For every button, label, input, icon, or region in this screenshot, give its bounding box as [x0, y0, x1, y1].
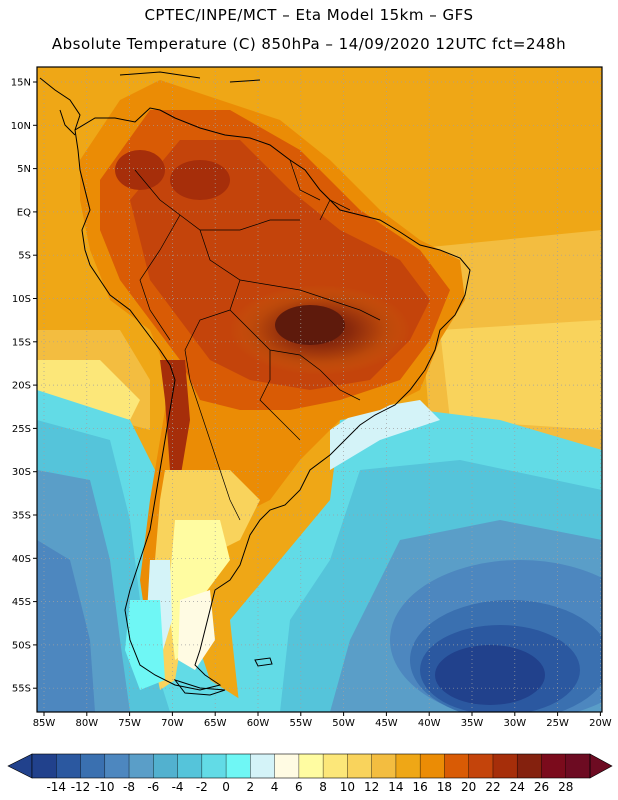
colorbar-tick-label: -14: [46, 780, 66, 794]
lon-tick-label: 35W: [461, 718, 484, 729]
colorbar-swatch: [371, 754, 397, 778]
colorbar-swatch: [347, 754, 372, 778]
lat-tick-label: 10S: [12, 294, 31, 305]
colorbar-swatch: [153, 754, 178, 778]
lon-tick-label: 80W: [75, 718, 98, 729]
lat-tick-label: 10N: [11, 121, 31, 132]
colorbar-tick-label: 0: [222, 780, 230, 794]
falklands: [254, 657, 273, 667]
latitude-labels: 15N 10N 5N EQ 5S 10S 15S 20S 25S 30S 35S 40S 45S 50S 5…: [11, 78, 37, 695]
temperature-field: [37, 67, 602, 712]
colorbar-swatch: [226, 754, 251, 778]
colorbar-max-arrow: [589, 753, 613, 779]
colorbar-swatch: [56, 754, 81, 778]
lat-tick-label: 5S: [18, 251, 31, 262]
lat-tick-label: 15N: [11, 78, 31, 89]
coastline-outlines: [39, 71, 471, 696]
colorbar-tick-label: 20: [461, 780, 476, 794]
colorbar-swatch: [492, 754, 518, 778]
colorbar-tick-label: 8: [319, 780, 327, 794]
colorbar-swatch: [517, 754, 542, 778]
map-frame: [36, 66, 603, 713]
lon-tick-label: 55W: [289, 718, 312, 729]
colorbar-tick-label: -6: [147, 780, 159, 794]
colorbar-swatch: [420, 754, 445, 778]
colorbar-tick-label: -4: [172, 780, 184, 794]
lat-tick-label: 5N: [17, 164, 31, 175]
lat-tick-label: 25S: [12, 424, 31, 435]
longitude-labels: 85W 80W 75W 70W 65W 60W 55W 50W 45W 40W 35W 30W 25W 2…: [33, 712, 612, 729]
south-america-coastline: [74, 107, 471, 691]
caribbean-islands: [119, 71, 261, 83]
colorbar-swatch: [565, 754, 591, 778]
lat-tick-label: EQ: [17, 207, 31, 218]
lon-tick-label: 65W: [204, 718, 227, 729]
colorbar-tick-label: 18: [437, 780, 452, 794]
colorbar-swatch: [298, 754, 324, 778]
title-line-1: CPTEC/INPE/MCT – Eta Model 15km – GFS: [144, 6, 474, 24]
colorbar-swatch: [541, 754, 567, 778]
colorbar-swatch: [395, 754, 421, 778]
lat-tick-label: 45S: [12, 597, 31, 608]
lon-tick-label: 45W: [375, 718, 398, 729]
colorbar-swatch: [177, 754, 203, 778]
colorbar-swatch: [468, 754, 494, 778]
lon-tick-label: 70W: [161, 718, 184, 729]
lat-tick-label: 20S: [12, 381, 31, 392]
colorbar-tick-label: 16: [413, 780, 428, 794]
lat-tick-label: 40S: [12, 554, 31, 565]
lat-tick-label: 15S: [12, 337, 31, 348]
lon-tick-label: 75W: [118, 718, 141, 729]
colorbar-tick-label: 14: [388, 780, 403, 794]
colorbar-tick-label: -2: [196, 780, 208, 794]
lat-tick-label: 55S: [12, 684, 31, 695]
colorbar: [7, 753, 613, 779]
tierra-del-fuego: [173, 679, 226, 696]
colorbar-swatch: [444, 754, 469, 778]
colorbar-tick-label: 22: [485, 780, 500, 794]
colorbar-swatch: [274, 754, 300, 778]
colorbar-labels: -14 -12 -10 -8 -6 -4 -2 0 2 4 6 8 10 12 14 16 18 20 22 24 26…: [46, 780, 573, 794]
lon-tick-label: 85W: [33, 718, 56, 729]
colorbar-min-arrow: [7, 753, 33, 779]
lon-tick-label: 60W: [247, 718, 270, 729]
central-america-coastline: [39, 77, 81, 136]
lon-tick-label: 25W: [546, 718, 569, 729]
colorbar-tick-label: 2: [247, 780, 255, 794]
lat-tick-label: 30S: [12, 467, 31, 478]
colorbar-swatch: [323, 754, 348, 778]
colorbar-swatch: [32, 754, 57, 778]
lon-tick-label: 20W: [589, 718, 612, 729]
colorbar-tick-label: 26: [534, 780, 549, 794]
colorbar-swatch: [129, 754, 154, 778]
colorbar-swatch: [201, 754, 227, 778]
colorbar-tick-label: 28: [558, 780, 573, 794]
colorbar-tick-label: 4: [271, 780, 279, 794]
colorbar-tick-label: 24: [510, 780, 525, 794]
lon-tick-label: 30W: [503, 718, 526, 729]
lon-tick-label: 40W: [418, 718, 441, 729]
colorbar-tick-label: 10: [340, 780, 355, 794]
colorbar-tick-label: -12: [71, 780, 91, 794]
lat-tick-label: 35S: [12, 511, 31, 522]
lon-tick-label: 50W: [332, 718, 355, 729]
colorbar-tick-label: 12: [364, 780, 379, 794]
country-borders: [134, 159, 381, 521]
colorbar-tick-label: 6: [295, 780, 303, 794]
colorbar-swatch: [104, 754, 130, 778]
colorbar-swatch: [80, 754, 106, 778]
colorbar-swatch: [250, 754, 275, 778]
colorbar-tick-label: -10: [95, 780, 115, 794]
colorbar-tick-label: -8: [123, 780, 135, 794]
title-line-2: Absolute Temperature (C) 850hPa – 14/09/…: [51, 35, 567, 53]
lat-tick-label: 50S: [12, 640, 31, 651]
